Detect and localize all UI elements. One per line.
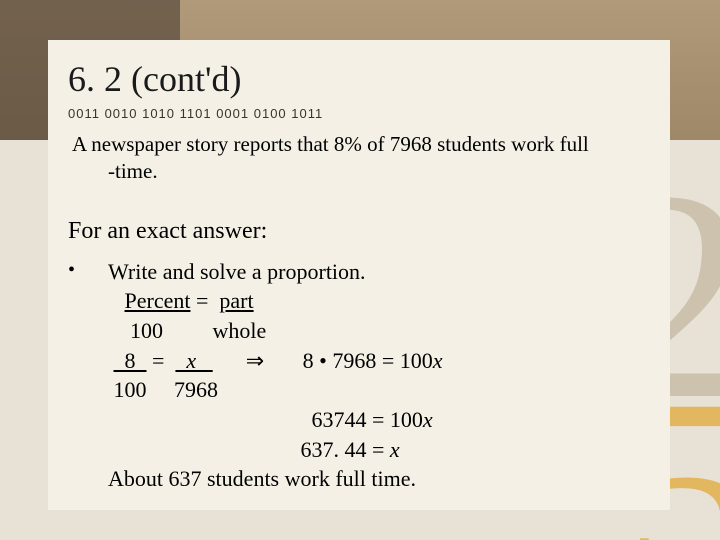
formula-row-bottom: 100 whole [108,316,443,346]
rhs-eq-1: 8 • 7968 = 100x [303,346,443,376]
fraction-row-bottom: 100 7968 [108,375,443,405]
formula-row-top: Percent = part [108,286,443,316]
problem-statement: A newspaper story reports that 8% of 796… [68,131,650,186]
rhs-eq-2: 63744 = 100x [108,405,443,435]
problem-line-2: -time. [72,158,158,185]
frac-x: x [175,348,212,373]
step-write: Write and solve a proportion. [108,257,443,287]
solution-steps: Write and solve a proportion. Percent = … [108,257,443,495]
implies-arrow: ⇒ [246,348,264,373]
binary-strip: 0011 0010 1010 1101 0001 0100 1011 [68,106,650,121]
frac-8: 8 [114,348,147,373]
frac-7968: 7968 [174,377,218,402]
problem-line-1: A newspaper story reports that 8% of 796… [72,132,589,156]
slide-title: 6. 2 (cont'd) [68,58,650,100]
bullet-block: • Write and solve a proportion. Percent … [68,257,650,495]
frac-100: 100 [114,377,147,402]
formula-eq: = [190,288,213,313]
conclusion: About 637 students work full time. [108,464,443,494]
rhs-eq-3: 637. 44 = x [108,435,443,465]
lead-text: For an exact answer: [68,218,650,245]
slide-card: 6. 2 (cont'd) 0011 0010 1010 1101 0001 0… [48,40,670,510]
formula-whole: whole [213,318,267,343]
formula-percent: Percent [125,288,191,313]
bullet-marker: • [68,257,108,282]
formula-100: 100 [125,318,164,343]
frac-eq: = [147,348,170,373]
fraction-row-top: 8 = x ⇒ 8 • 7968 = 100x [108,346,443,376]
formula-part: part [219,288,253,313]
